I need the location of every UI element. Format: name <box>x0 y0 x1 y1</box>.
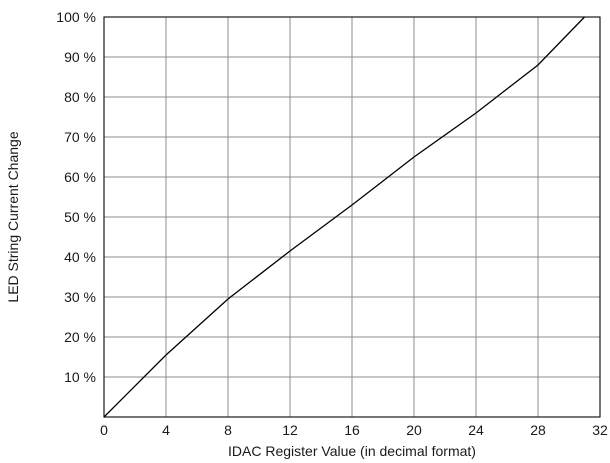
y-tick-label-6: 70 % <box>64 129 96 145</box>
y-tick-label-3: 40 % <box>64 249 96 265</box>
y-tick-label-4: 50 % <box>64 209 96 225</box>
y-tick-label-8: 90 % <box>64 49 96 65</box>
x-tick-labels: 0 4 8 12 16 20 24 28 32 <box>100 422 608 438</box>
x-tick-label-3: 12 <box>282 422 298 438</box>
y-tick-label-1: 20 % <box>64 329 96 345</box>
y-tick-label-5: 60 % <box>64 169 96 185</box>
x-tick-label-4: 16 <box>344 422 360 438</box>
y-tick-label-7: 80 % <box>64 89 96 105</box>
y-tick-labels: 10 % 20 % 30 % 40 % 50 % 60 % 70 % 80 % 90 % 100 … <box>56 9 96 385</box>
x-tick-label-5: 20 <box>406 422 422 438</box>
x-tick-label-6: 24 <box>468 422 484 438</box>
plot-area-frame <box>103 16 601 418</box>
y-tick-label-9: 100 % <box>56 9 96 25</box>
gridlines <box>104 17 600 417</box>
x-tick-label-7: 28 <box>530 422 546 438</box>
x-tick-label-8: 32 <box>592 422 608 438</box>
x-tick-label-0: 0 <box>100 422 108 438</box>
x-tick-label-2: 8 <box>224 422 232 438</box>
y-tick-label-0: 10 % <box>64 369 96 385</box>
y-axis-title: LED String Current Change <box>5 131 21 302</box>
series-line-0 <box>103 16 585 418</box>
x-tick-label-1: 4 <box>162 422 170 438</box>
series-lines <box>103 16 585 418</box>
y-tick-label-2: 30 % <box>64 289 96 305</box>
x-axis-title: IDAC Register Value (in decimal format) <box>228 443 476 459</box>
